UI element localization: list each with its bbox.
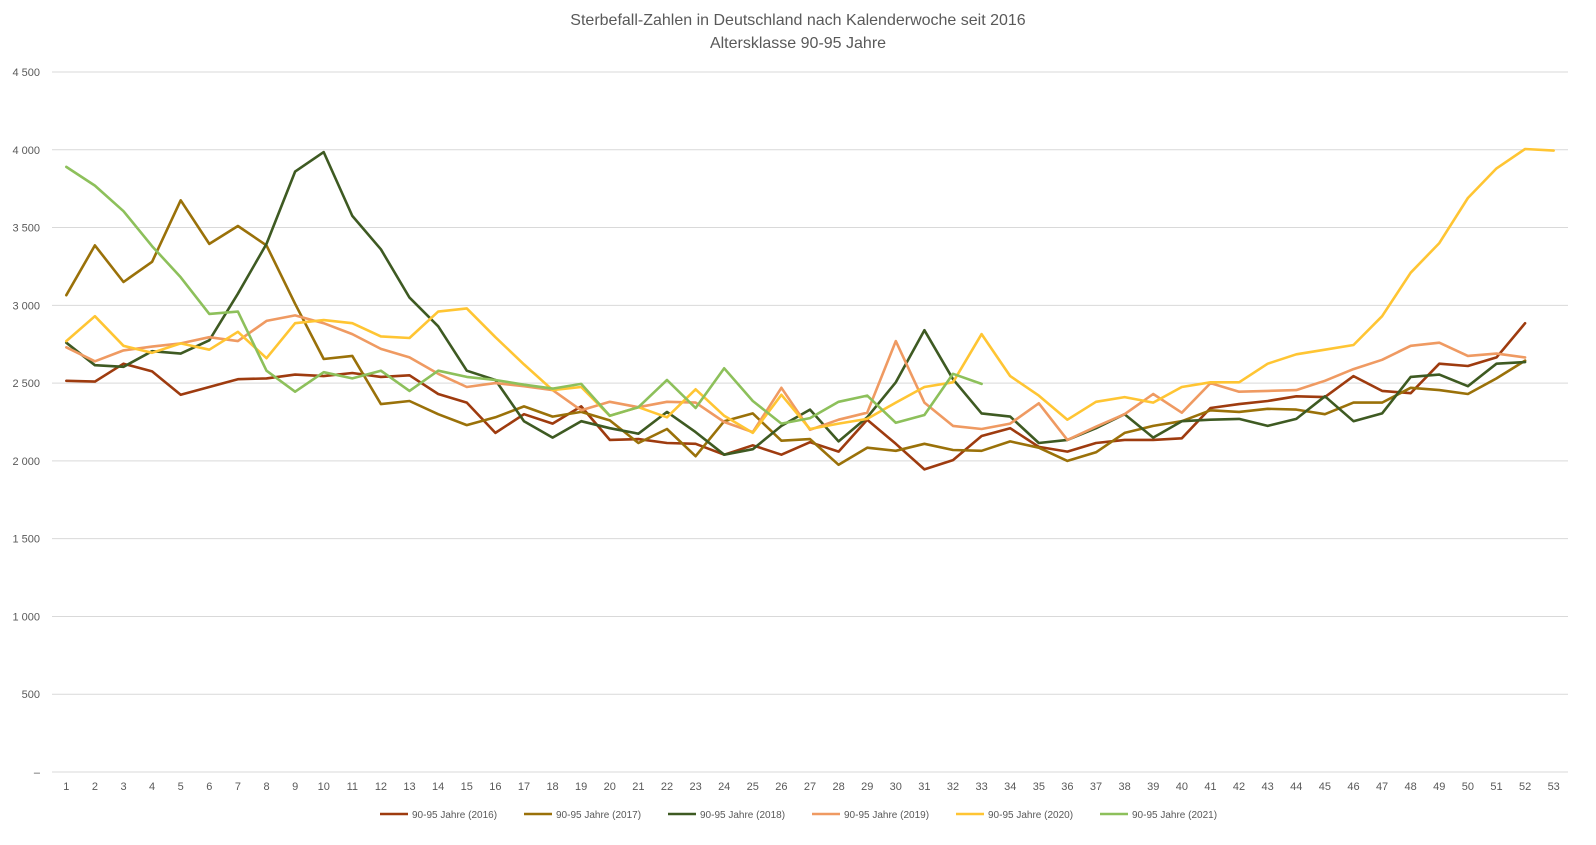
x-tick-label: 10 [318, 781, 330, 793]
x-tick-label: 18 [546, 781, 558, 793]
x-tick-label: 9 [292, 781, 298, 793]
x-tick-label: 17 [518, 781, 530, 793]
y-tick-label: 3 000 [12, 300, 40, 312]
x-tick-label: 36 [1061, 781, 1073, 793]
x-tick-label: 50 [1462, 781, 1474, 793]
x-tick-label: 38 [1119, 781, 1131, 793]
y-tick-label: 2 500 [12, 378, 40, 390]
series-line-6 [65, 165, 983, 425]
x-tick-label: 40 [1176, 781, 1188, 793]
x-tick-label: 30 [890, 781, 902, 793]
x-tick-label: 19 [575, 781, 587, 793]
x-tick-label: 44 [1290, 781, 1302, 793]
x-tick-label: 2 [92, 781, 98, 793]
series-line-4 [65, 314, 1527, 442]
series-line-2 [65, 199, 1527, 467]
x-tick-label: 42 [1233, 781, 1245, 793]
x-tick-label: 23 [689, 781, 701, 793]
legend-label: 90-95 Jahre (2019) [844, 810, 929, 821]
x-tick-label: 53 [1548, 781, 1560, 793]
series-line-1 [65, 321, 1527, 471]
x-tick-label: 43 [1262, 781, 1274, 793]
x-tick-label: 41 [1204, 781, 1216, 793]
x-tick-label: 32 [947, 781, 959, 793]
legend-label: 90-95 Jahre (2021) [1132, 810, 1217, 821]
chart-subtitle: Altersklasse 90-95 Jahre [709, 35, 887, 52]
y-tick-label: 3 500 [12, 223, 40, 235]
y-tick-label: 500 [22, 689, 40, 701]
legend-label: 90-95 Jahre (2016) [412, 810, 497, 821]
y-tick-label: 4 000 [12, 145, 40, 157]
legend-label: 90-95 Jahre (2017) [556, 810, 641, 821]
x-tick-label: 28 [832, 781, 844, 793]
y-tick-label: 2 000 [12, 456, 40, 468]
legend-label: 90-95 Jahre (2020) [988, 810, 1073, 821]
x-tick-label: 48 [1405, 781, 1417, 793]
x-tick-label: 11 [347, 781, 358, 793]
y-tick-label: 4 500 [12, 67, 40, 79]
x-tick-label: 29 [861, 781, 873, 793]
x-tick-label: 34 [1004, 781, 1016, 793]
y-tick-label: – [34, 767, 41, 779]
x-tick-label: 37 [1090, 781, 1102, 793]
x-tick-label: 46 [1347, 781, 1359, 793]
x-tick-label: 52 [1519, 781, 1531, 793]
x-tick-label: 12 [375, 781, 387, 793]
x-tick-label: 25 [747, 781, 759, 793]
x-tick-label: 16 [489, 781, 501, 793]
x-tick-label: 13 [403, 781, 415, 793]
x-tick-label: 26 [775, 781, 787, 793]
x-tick-label: 7 [235, 781, 241, 793]
x-tick-label: 4 [149, 781, 155, 793]
x-tick-label: 33 [975, 781, 987, 793]
x-tick-label: 51 [1490, 781, 1502, 793]
x-tick-label: 22 [661, 781, 673, 793]
x-tick-label: 35 [1033, 781, 1045, 793]
x-tick-label: 31 [918, 781, 930, 793]
x-tick-label: 3 [120, 781, 126, 793]
x-tick-label: 5 [178, 781, 184, 793]
x-tick-label: 45 [1319, 781, 1331, 793]
x-tick-label: 14 [432, 781, 444, 793]
x-tick-label: 47 [1376, 781, 1388, 793]
chart-title: Sterbefall-Zahlen in Deutschland nach Ka… [570, 12, 1026, 29]
legend-label: 90-95 Jahre (2018) [700, 810, 785, 821]
x-tick-label: 15 [461, 781, 473, 793]
x-tick-label: 24 [718, 781, 730, 793]
x-tick-label: 21 [632, 781, 644, 793]
x-tick-label: 49 [1433, 781, 1445, 793]
x-tick-label: 27 [804, 781, 816, 793]
x-tick-label: 20 [604, 781, 616, 793]
x-tick-label: 39 [1147, 781, 1159, 793]
x-tick-label: 8 [263, 781, 269, 793]
series-line-5 [65, 147, 1555, 435]
y-tick-label: 1 000 [12, 611, 40, 623]
y-tick-label: 1 500 [12, 534, 40, 546]
x-tick-label: 1 [63, 781, 69, 793]
x-tick-label: 6 [206, 781, 212, 793]
series-line-3 [65, 150, 1527, 456]
